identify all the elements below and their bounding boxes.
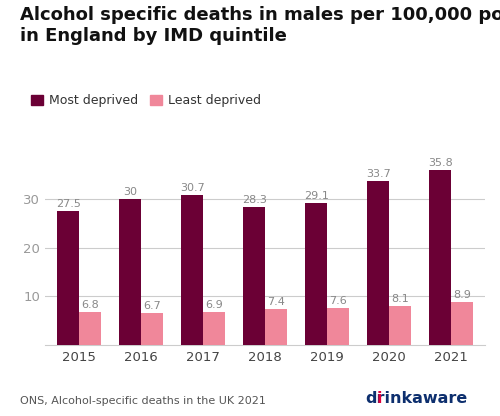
Bar: [182, 195, 203, 345]
Bar: [79, 312, 101, 345]
Bar: [306, 203, 327, 345]
Text: 8.9: 8.9: [453, 290, 470, 300]
Bar: [451, 302, 472, 345]
Text: drinkaware: drinkaware: [365, 391, 467, 406]
Legend: Most deprived, Least deprived: Most deprived, Least deprived: [26, 89, 266, 112]
Text: 8.1: 8.1: [391, 294, 408, 304]
Text: 33.7: 33.7: [366, 168, 390, 178]
Text: in England by IMD quintile: in England by IMD quintile: [20, 27, 287, 45]
Bar: [244, 207, 265, 345]
Text: ONS, Alcohol-specific deaths in the UK 2021: ONS, Alcohol-specific deaths in the UK 2…: [20, 396, 266, 406]
Bar: [327, 308, 348, 345]
Bar: [389, 306, 410, 345]
Text: 28.3: 28.3: [242, 195, 266, 205]
Bar: [141, 312, 163, 345]
Bar: [120, 198, 141, 345]
Text: 7.4: 7.4: [267, 297, 285, 307]
Bar: [203, 312, 224, 345]
Text: 6.7: 6.7: [143, 301, 161, 311]
Text: 30: 30: [123, 187, 137, 197]
Bar: [58, 211, 79, 345]
Text: i: i: [377, 391, 382, 406]
Text: 27.5: 27.5: [56, 199, 80, 209]
Bar: [429, 170, 451, 345]
Text: 7.6: 7.6: [329, 296, 346, 306]
Text: Alcohol specific deaths in males per 100,000 population: Alcohol specific deaths in males per 100…: [20, 6, 500, 24]
Bar: [265, 309, 286, 345]
Text: 30.7: 30.7: [180, 183, 204, 193]
Text: 6.8: 6.8: [81, 300, 99, 310]
Bar: [368, 181, 389, 345]
Text: 29.1: 29.1: [304, 191, 328, 201]
Text: 6.9: 6.9: [205, 300, 222, 310]
Text: 35.8: 35.8: [428, 158, 452, 168]
